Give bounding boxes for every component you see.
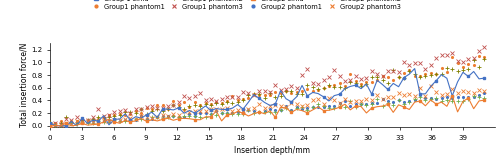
Y-axis label: Total insertion force/N: Total insertion force/N bbox=[20, 43, 28, 127]
X-axis label: Insertion depth/mm: Insertion depth/mm bbox=[234, 146, 310, 155]
Legend: Group 1 simu, Group1 phantom1, Group1 phantom2, Group1 phantom3, Group2 simu, Gr: Group 1 simu, Group1 phantom1, Group1 ph… bbox=[89, 0, 402, 10]
